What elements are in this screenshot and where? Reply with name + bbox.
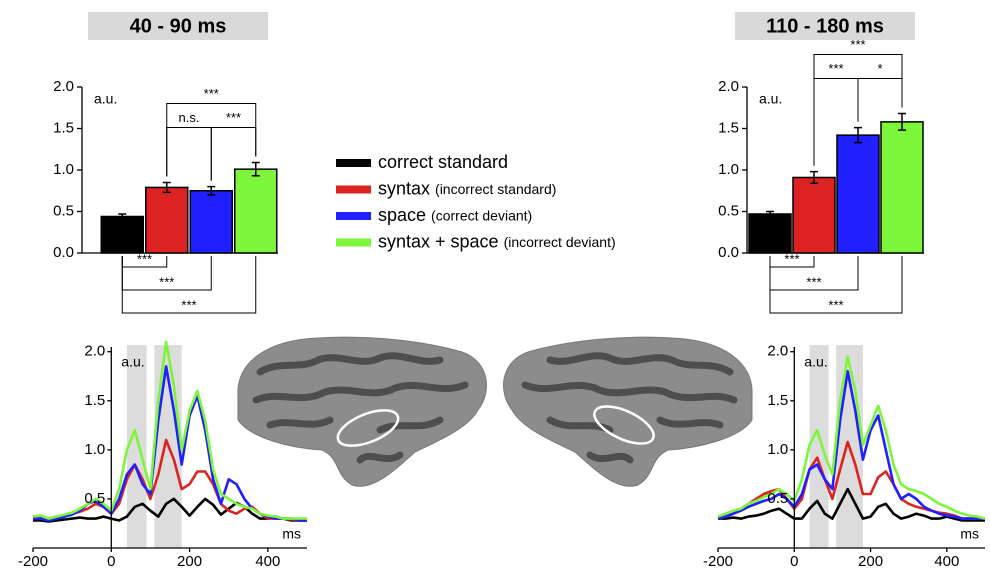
significance-label: ***	[159, 274, 174, 289]
y-tick-label: 0.5	[767, 490, 788, 507]
legend-swatch	[336, 212, 371, 220]
significance-label: ***	[226, 110, 241, 125]
significance-label: *	[877, 61, 882, 76]
panel-title: 110 - 180 ms	[766, 15, 884, 37]
y-tick-label: 1.5	[718, 119, 739, 136]
x-tick-label: 400	[255, 553, 280, 570]
y-tick-label: 1.0	[53, 161, 74, 178]
legend-swatch	[336, 239, 371, 247]
legend-note: (correct deviant)	[431, 208, 532, 224]
bar	[793, 177, 835, 253]
time-window	[810, 345, 829, 548]
bar	[749, 214, 791, 253]
y-tick-label: 0.0	[718, 244, 739, 261]
y-tick-label: 0.5	[718, 202, 739, 219]
legend-label: correct standard	[378, 152, 508, 172]
y-tick-label: 1.5	[53, 119, 74, 136]
x-tick-label: -200	[703, 553, 733, 570]
x-tick-label: 0	[107, 553, 115, 570]
bar	[190, 191, 232, 253]
bar	[881, 122, 923, 253]
significance-label: ***	[806, 274, 821, 289]
significance-label: n.s.	[179, 110, 200, 125]
y-tick-label: 0.5	[84, 490, 105, 507]
legend-swatch	[336, 159, 371, 167]
y-tick-label: 1.5	[84, 392, 105, 409]
x-axis-label: ms	[282, 526, 301, 542]
y-axis-label: a.u.	[804, 354, 827, 370]
legend-label: space	[378, 205, 426, 225]
significance-label: ***	[181, 297, 196, 312]
y-tick-label: 2.0	[718, 78, 739, 95]
y-axis-label: a.u.	[94, 91, 117, 107]
significance-label: ***	[137, 251, 152, 266]
significance-bracket	[858, 79, 902, 122]
x-tick-label: 200	[858, 553, 883, 570]
y-tick-label: 0.0	[53, 244, 74, 261]
bar	[837, 135, 879, 253]
y-tick-label: 2.0	[53, 78, 74, 95]
legend-note: (incorrect standard)	[435, 181, 556, 197]
y-tick-label: 1.5	[767, 392, 788, 409]
significance-bracket	[167, 128, 212, 181]
legend-note: (incorrect deviant)	[504, 234, 616, 250]
y-axis-label: a.u.	[759, 91, 782, 107]
panel-title: 40 - 90 ms	[130, 15, 227, 37]
y-tick-label: 2.0	[84, 343, 105, 360]
significance-label: ***	[784, 251, 799, 266]
bar	[235, 169, 277, 253]
x-tick-label: 0	[790, 553, 798, 570]
y-axis-label: a.u.	[121, 354, 144, 370]
y-tick-label: 1.0	[767, 441, 788, 458]
legend-label: syntax + space	[378, 231, 499, 251]
significance-label: ***	[828, 297, 843, 312]
significance-label: ***	[850, 37, 865, 52]
brain-left	[238, 337, 487, 486]
bar	[146, 187, 188, 253]
legend-label: syntax	[378, 178, 430, 198]
y-tick-label: 0.5	[53, 202, 74, 219]
y-tick-label: 2.0	[767, 343, 788, 360]
y-tick-label: 1.0	[718, 161, 739, 178]
figure: 40 - 90 ms0.00.51.01.52.0a.u.n.s.*******…	[0, 0, 990, 572]
x-axis-label: ms	[960, 526, 979, 542]
time-window	[127, 345, 147, 548]
brain-right	[504, 337, 753, 486]
x-tick-label: 400	[934, 553, 959, 570]
significance-label: ***	[828, 61, 843, 76]
x-tick-label: -200	[18, 553, 48, 570]
legend-swatch	[336, 186, 371, 194]
significance-label: ***	[204, 86, 219, 101]
y-tick-label: 1.0	[84, 441, 105, 458]
bar	[101, 216, 143, 253]
x-tick-label: 200	[177, 553, 202, 570]
